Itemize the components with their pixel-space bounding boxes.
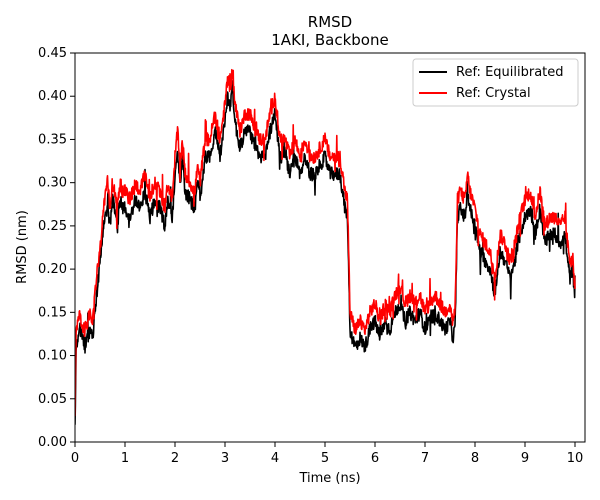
chart-title: RMSD xyxy=(308,13,352,31)
series-layer xyxy=(75,68,576,425)
legend: Ref: Equilibrated Ref: Crystal xyxy=(412,58,579,107)
x-tick-label: 3 xyxy=(221,451,229,466)
x-tick-label: 0 xyxy=(71,451,79,466)
x-tick-label: 9 xyxy=(521,451,529,466)
plot-frame xyxy=(74,52,586,443)
x-axis-label: Time (ns) xyxy=(298,471,360,486)
y-tick-label: 0.10 xyxy=(38,349,67,364)
x-tick-label: 7 xyxy=(421,451,429,466)
y-tick-label: 0.00 xyxy=(38,435,67,450)
x-tick-label: 5 xyxy=(321,451,329,466)
chart-subtitle: 1AKI, Backbone xyxy=(271,31,388,49)
legend-label-crystal: Ref: Crystal xyxy=(456,86,531,101)
legend-box xyxy=(412,58,579,107)
x-tick-label: 1 xyxy=(121,451,129,466)
series-line-ref-crystal xyxy=(75,68,576,417)
y-tick-label: 0.20 xyxy=(38,262,67,277)
y-axis-label: RMSD (nm) xyxy=(15,210,30,284)
x-tick-label: 6 xyxy=(371,451,379,466)
y-tick-label: 0.30 xyxy=(38,176,67,191)
y-tick-label: 0.05 xyxy=(38,392,67,407)
legend-label-equilibrated: Ref: Equilibrated xyxy=(456,65,564,80)
y-tick-label: 0.35 xyxy=(38,132,67,147)
x-axis: 0 1 2 3 4 5 6 7 8 9 10 xyxy=(71,442,583,466)
y-tick-label: 0.15 xyxy=(38,305,67,320)
x-tick-label: 4 xyxy=(271,451,279,466)
series-line-ref-equilibrated xyxy=(75,80,576,425)
x-tick-label: 10 xyxy=(567,451,584,466)
y-tick-label: 0.45 xyxy=(38,46,67,61)
x-tick-label: 8 xyxy=(471,451,479,466)
y-axis: 0.00 0.05 0.10 0.15 0.20 0.25 0.30 0.35 0.40 0.45 xyxy=(38,46,75,450)
y-tick-label: 0.40 xyxy=(38,89,67,104)
y-tick-label: 0.25 xyxy=(38,219,67,234)
x-tick-label: 2 xyxy=(171,451,179,466)
